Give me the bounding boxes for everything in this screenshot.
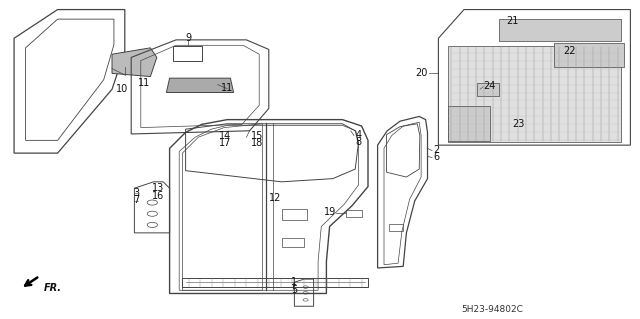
Text: 14: 14 [220,131,232,141]
Text: 2: 2 [433,145,440,155]
Text: 22: 22 [563,46,576,56]
Bar [499,19,621,41]
Text: 21: 21 [506,16,518,26]
Text: 5: 5 [291,285,298,295]
Text: 7: 7 [133,195,140,205]
Text: 6: 6 [433,152,440,162]
Text: 11: 11 [221,83,234,93]
Bar [448,106,490,141]
Bar [346,210,362,217]
Text: 8: 8 [355,137,362,147]
Text: 17: 17 [220,138,232,148]
Text: 4: 4 [355,130,362,140]
Text: 18: 18 [251,138,263,148]
Text: 1: 1 [291,277,298,287]
Text: 13: 13 [152,183,164,193]
Bar [282,238,304,247]
Bar [282,209,307,220]
Polygon shape [112,48,157,77]
Bar [389,224,403,231]
Text: 24: 24 [483,81,495,91]
Text: 10: 10 [115,84,128,94]
Polygon shape [166,78,234,93]
Bar [554,43,624,67]
Text: 3: 3 [133,188,140,198]
Text: 9: 9 [186,33,192,43]
Text: 12: 12 [269,193,282,203]
Text: 16: 16 [152,190,164,201]
Bar [448,46,621,142]
Text: 20: 20 [415,68,428,78]
Text: 15: 15 [251,131,263,141]
Text: 11: 11 [138,78,150,88]
Text: 5H23-94802C: 5H23-94802C [461,305,523,314]
Text: 19: 19 [324,207,336,217]
Bar [477,83,499,96]
Text: 23: 23 [512,119,524,130]
Text: FR.: FR. [44,283,61,293]
